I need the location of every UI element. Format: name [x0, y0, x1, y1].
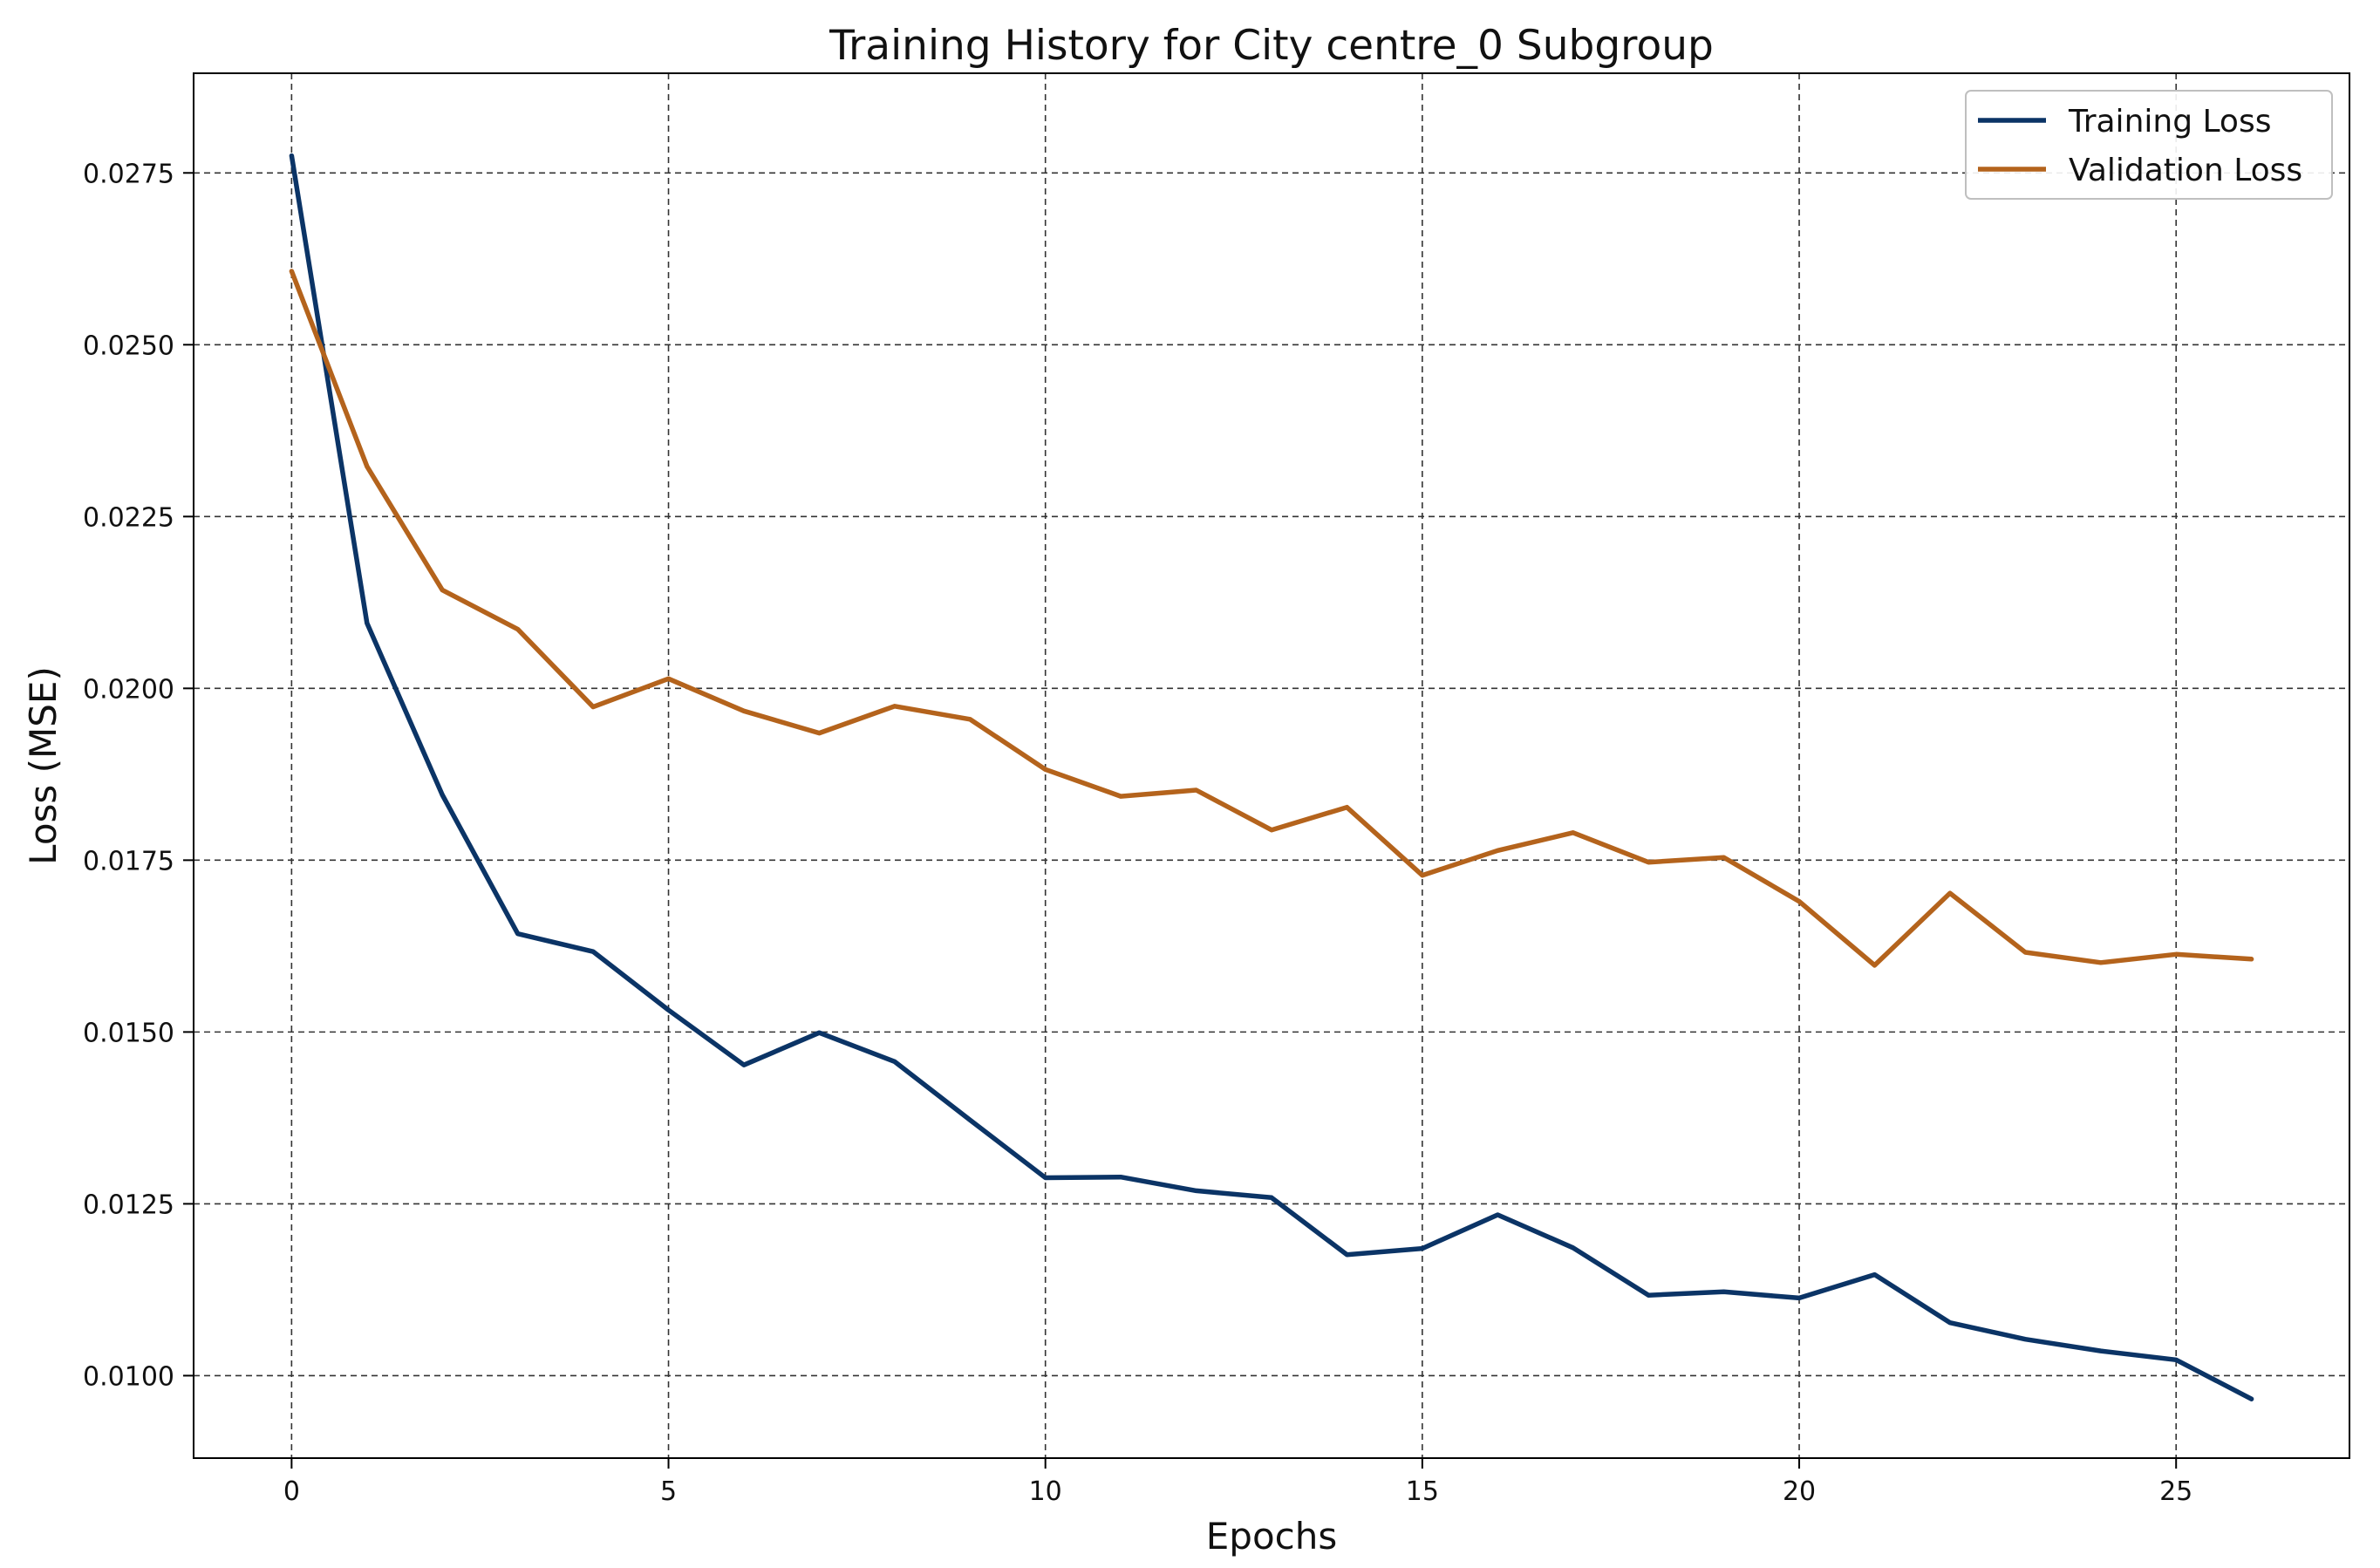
- training-loss-point: [1797, 1295, 1802, 1300]
- validation-loss-point: [1797, 899, 1802, 904]
- x-tick-label: 25: [2159, 1476, 2192, 1507]
- chart-title: Training History for City centre_0 Subgr…: [829, 22, 1714, 70]
- legend-box: [1965, 90, 2333, 200]
- training-loss-point: [741, 1062, 747, 1067]
- training-loss-point: [1118, 1175, 1123, 1180]
- validation-loss-point: [2173, 951, 2179, 957]
- training-loss-point: [666, 1007, 672, 1012]
- x-tick-label: 15: [1406, 1476, 1439, 1507]
- validation-loss-point: [1646, 860, 1651, 865]
- validation-loss-point: [967, 717, 972, 722]
- validation-loss-point: [590, 705, 596, 710]
- training-loss-point: [816, 1030, 822, 1035]
- training-loss-point: [2249, 1396, 2254, 1401]
- validation-loss-point: [1947, 890, 1953, 896]
- training-loss-point: [1344, 1252, 1349, 1258]
- y-tick-label: 0.0200: [83, 674, 174, 705]
- validation-loss-point: [1872, 963, 1877, 968]
- y-tick-label: 0.0225: [83, 502, 174, 533]
- training-loss-line: [289, 153, 2254, 1401]
- y-tick-label: 0.0175: [83, 846, 174, 876]
- legend-label-validation-loss: Validation Loss: [2069, 153, 2302, 188]
- training-loss-point: [1646, 1292, 1651, 1298]
- training-loss-point: [1872, 1272, 1877, 1278]
- y-tick-label: 0.0275: [83, 159, 174, 189]
- validation-loss-point: [1344, 805, 1349, 810]
- plot-area-frame: [193, 72, 2350, 1459]
- training-loss-point: [440, 792, 445, 797]
- grid-lines: [194, 73, 2349, 1458]
- training-loss-point: [590, 949, 596, 954]
- y-tick-label: 0.0150: [83, 1018, 174, 1048]
- data-series: [289, 153, 2254, 1401]
- training-loss-point: [892, 1059, 897, 1064]
- training-loss-point: [1194, 1188, 1199, 1193]
- training-loss-point: [1571, 1245, 1576, 1251]
- x-tick-label: 0: [283, 1476, 300, 1507]
- x-axis-label: Epochs: [1206, 1515, 1338, 1558]
- training-loss-point: [1043, 1175, 1048, 1180]
- training-loss-point: [1269, 1195, 1274, 1200]
- validation-loss-point: [365, 464, 370, 469]
- y-tick-label: 0.0125: [83, 1190, 174, 1220]
- training-loss-point: [1947, 1320, 1953, 1326]
- validation-loss-point: [666, 676, 672, 681]
- validation-loss-line: [289, 269, 2254, 968]
- validation-loss-point: [1420, 873, 1425, 878]
- validation-loss-point: [289, 269, 294, 274]
- x-tick-label: 10: [1029, 1476, 1062, 1507]
- legend: Training Loss Validation Loss: [1965, 90, 2333, 200]
- validation-loss-point: [892, 704, 897, 709]
- validation-loss-point: [1495, 848, 1500, 853]
- validation-loss-point: [1043, 767, 1048, 772]
- validation-loss-point: [1194, 787, 1199, 793]
- training-loss-point: [289, 153, 294, 159]
- validation-loss-point: [1269, 828, 1274, 833]
- validation-loss-point: [2098, 960, 2104, 965]
- training-loss-point: [1420, 1246, 1425, 1251]
- validation-loss-point: [741, 708, 747, 713]
- legend-label-training-loss: Training Loss: [2068, 104, 2271, 140]
- axis-ticks: 0 5 10 15 20 25 0.0100 0.0125 0.0150 0.0175 0.0200…: [83, 159, 2192, 1507]
- training-loss-point: [1722, 1289, 1727, 1294]
- validation-loss-point: [2022, 950, 2028, 955]
- training-loss-point: [967, 1117, 972, 1122]
- y-tick-label: 0.0250: [83, 331, 174, 361]
- x-tick-label: 5: [660, 1476, 677, 1507]
- validation-loss-point: [440, 588, 445, 593]
- validation-loss-point: [515, 627, 521, 632]
- training-loss-point: [515, 931, 521, 937]
- y-tick-label: 0.0100: [83, 1361, 174, 1392]
- training-loss-point: [2098, 1348, 2104, 1353]
- validation-loss-point: [816, 731, 822, 736]
- training-loss-point: [2173, 1357, 2179, 1362]
- training-loss-point: [2022, 1337, 2028, 1342]
- validation-loss-point: [1571, 830, 1576, 835]
- y-axis-label: Loss (MSE): [22, 666, 65, 865]
- validation-loss-point: [1118, 794, 1123, 799]
- x-tick-label: 20: [1783, 1476, 1816, 1507]
- training-loss-point: [365, 620, 370, 625]
- validation-loss-point: [2249, 957, 2254, 962]
- training-loss-point: [1495, 1212, 1500, 1217]
- validation-loss-point: [1722, 855, 1727, 860]
